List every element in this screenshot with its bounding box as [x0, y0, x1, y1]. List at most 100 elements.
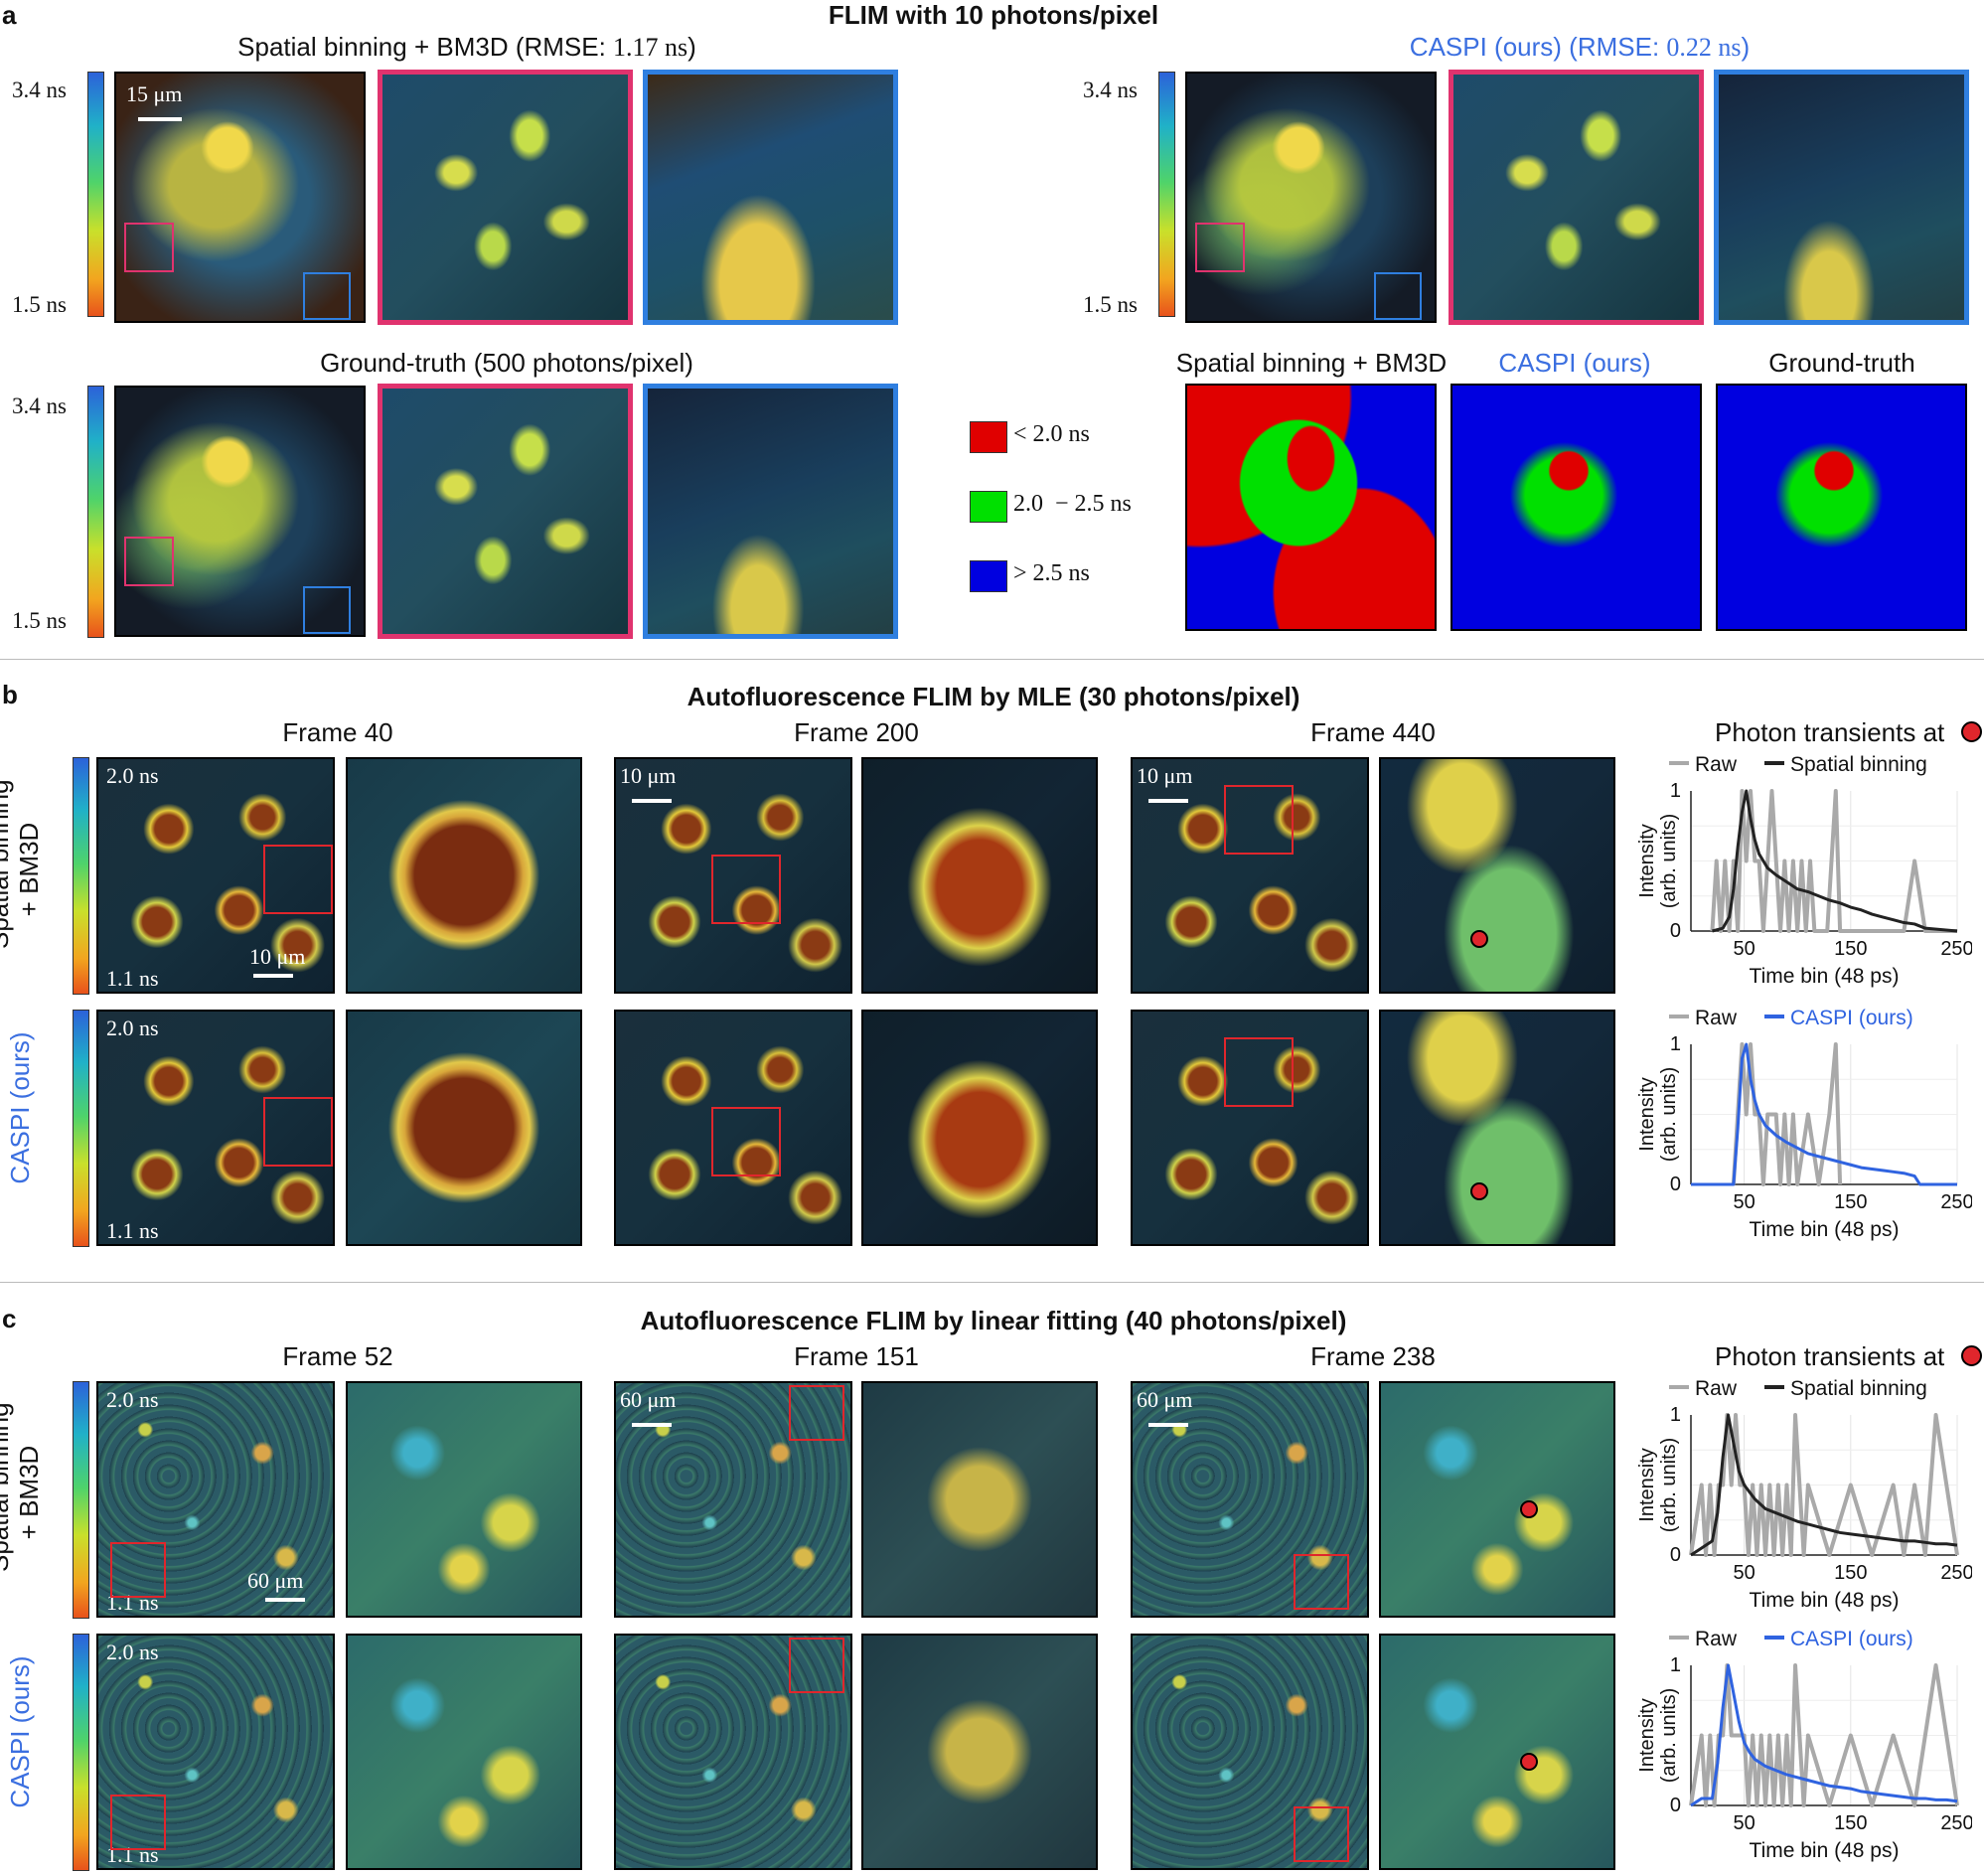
roi-red-box	[1294, 1806, 1349, 1862]
scalebar-label: 60 μm	[1137, 1387, 1193, 1412]
transient-location-dot	[1470, 930, 1488, 948]
y-axis-label-line2: (arb. units)	[1658, 1688, 1680, 1784]
x-tick-label: 250	[1940, 1191, 1972, 1213]
x-tick-label: 150	[1834, 1812, 1867, 1834]
roi-red-box	[1224, 1037, 1294, 1107]
panel-b-transients-title: Photon transients at	[1715, 717, 1944, 748]
y-axis-label-line1: Intensity	[1636, 1077, 1658, 1151]
separator-a-b	[0, 659, 1984, 660]
panel-b-title: Autofluorescence FLIM by MLE (30 photons…	[687, 682, 1300, 711]
left-title-text: Spatial binning + BM3D (RMSE:	[237, 32, 614, 62]
image-c-caspi-frame52-zoom	[346, 1634, 582, 1870]
series-line-1	[1712, 789, 1958, 933]
transient-location-dot	[1520, 1753, 1538, 1771]
x-tick-label: 150	[1834, 1562, 1867, 1584]
y-tick-label: 1	[1670, 1404, 1681, 1426]
image-a-bm3d-full: 15 μm	[114, 72, 366, 323]
x-tick-label: 250	[1940, 938, 1972, 960]
y-axis-label-line2: (arb. units)	[1658, 1067, 1680, 1163]
separator-b-c	[0, 1282, 1984, 1283]
legend-label-green: 2.0 − 2.5 ns	[1013, 491, 1132, 517]
colorbar-a1	[87, 72, 104, 317]
colorbar-c2-top-label: 2.0 ns	[106, 1640, 159, 1664]
scalebar-label: 10 μm	[249, 944, 306, 969]
x-tick-label: 150	[1834, 1191, 1867, 1213]
colorbar-b2-top-label: 2.0 ns	[106, 1016, 159, 1040]
x-axis-label: Time bin (48 ps)	[1750, 1218, 1900, 1241]
image-a-gt-zoom-blue	[643, 384, 898, 639]
scalebar	[632, 799, 672, 803]
colorbar-c2	[73, 1634, 89, 1871]
thr-title-caspi: CASPI (ours)	[1498, 348, 1651, 378]
legend-swatch-blue	[970, 560, 1007, 592]
colorbar-a1-bottom-label: 1.5 ns	[12, 292, 67, 317]
image-c-bm3d-frame151-zoom	[861, 1381, 1098, 1618]
right-title-close: )	[1741, 32, 1751, 62]
image-a-gt-zoom-pink	[378, 384, 633, 639]
x-tick-label: 150	[1834, 938, 1867, 960]
colorbar-b2	[73, 1010, 89, 1247]
image-c-caspi-frame238-zoom	[1379, 1634, 1615, 1870]
y-axis-label-line1: Intensity	[1636, 1698, 1658, 1772]
x-axis-label: Time bin (48 ps)	[1750, 1589, 1900, 1612]
transients-title-text: Photon transients at	[1715, 1341, 1945, 1371]
y-tick-label: 1	[1670, 1654, 1681, 1676]
image-c-bm3d-frame151: 60 μm	[614, 1381, 852, 1618]
image-c-caspi-frame151-zoom	[861, 1634, 1098, 1870]
legend-label-0: Raw	[1695, 1007, 1738, 1029]
image-a-bm3d-zoom-pink	[378, 70, 633, 325]
image-a-threshold-gt	[1716, 384, 1967, 631]
image-a-threshold-caspi	[1450, 384, 1702, 631]
roi-red-box	[263, 845, 333, 914]
panel-letter-a: a	[2, 0, 17, 30]
image-a-caspi-zoom-pink	[1449, 70, 1704, 325]
panel-c-title: Autofluorescence FLIM by linear fitting …	[640, 1306, 1347, 1335]
image-b-caspi-frame200	[614, 1010, 852, 1246]
legend-label-1: Spatial binning	[1790, 1377, 1927, 1400]
x-tick-label: 50	[1733, 938, 1755, 960]
roi-pink-box	[1195, 223, 1245, 272]
scalebar-label: 10 μm	[1137, 763, 1193, 788]
image-a-caspi-zoom-blue	[1714, 70, 1969, 325]
right-title-text: CASPI (ours) (RMSE:	[1409, 32, 1667, 62]
image-b-caspi-frame40-zoom	[346, 1010, 582, 1246]
legend-label-0: Raw	[1695, 753, 1738, 776]
roi-red-box	[711, 855, 781, 924]
transient-location-dot	[1470, 1182, 1488, 1200]
image-c-caspi-frame52: 2.0 ns 1.1 ns	[96, 1634, 335, 1870]
scalebar	[138, 117, 182, 121]
thr-title-bm3d: Spatial binning + BM3D	[1175, 348, 1448, 378]
panel-b-row2-label: CASPI (ours)	[5, 1031, 35, 1184]
roi-pink-box	[124, 537, 174, 586]
chart-b-bottom: Raw CASPI (ours) 50 150 250 0 1 Time bin (48 ps…	[1636, 1007, 1972, 1241]
panel-c-frame-3: Frame 238	[1310, 1341, 1436, 1371]
legend-label-1: CASPI (ours)	[1790, 1007, 1913, 1029]
x-axis-label: Time bin (48 ps)	[1750, 1839, 1900, 1862]
panel-b-row1-label: Spatial binning + BM3D	[0, 779, 44, 949]
colorbar-a3-top-label: 3.4 ns	[12, 393, 67, 418]
colorbar-a3	[87, 386, 104, 638]
row-label-line2: + BM3D	[14, 1445, 44, 1540]
legend-label-0: Raw	[1695, 1377, 1738, 1400]
roi-red-box	[711, 1107, 781, 1176]
colorbar-a2-top-label: 3.4 ns	[1083, 78, 1138, 102]
x-tick-label: 250	[1940, 1812, 1972, 1834]
panel-c-transients-title: Photon transients at	[1715, 1341, 1944, 1372]
panel-c-row1-label: Spatial binning + BM3D	[0, 1402, 44, 1572]
row-label-line2: + BM3D	[14, 822, 44, 917]
transients-title-text: Photon transients at	[1715, 717, 1945, 747]
y-tick-label: 0	[1670, 920, 1681, 942]
y-tick-label: 1	[1670, 1033, 1681, 1055]
scalebar-label: 15 μm	[126, 81, 183, 106]
colorbar-c1	[73, 1381, 89, 1619]
legend-swatch-red	[970, 421, 1007, 453]
transient-title-dot	[1961, 721, 1982, 742]
roi-red-box	[789, 1385, 844, 1441]
image-b-caspi-frame440-zoom	[1379, 1010, 1615, 1246]
legend-label-1: CASPI (ours)	[1790, 1628, 1913, 1650]
scalebar-label: 60 μm	[620, 1387, 677, 1412]
image-a-gt-full	[114, 386, 366, 637]
thr-title-gt: Ground-truth	[1768, 348, 1915, 378]
colorbar-b1	[73, 757, 89, 995]
y-axis-label-line2: (arb. units)	[1658, 1438, 1680, 1533]
